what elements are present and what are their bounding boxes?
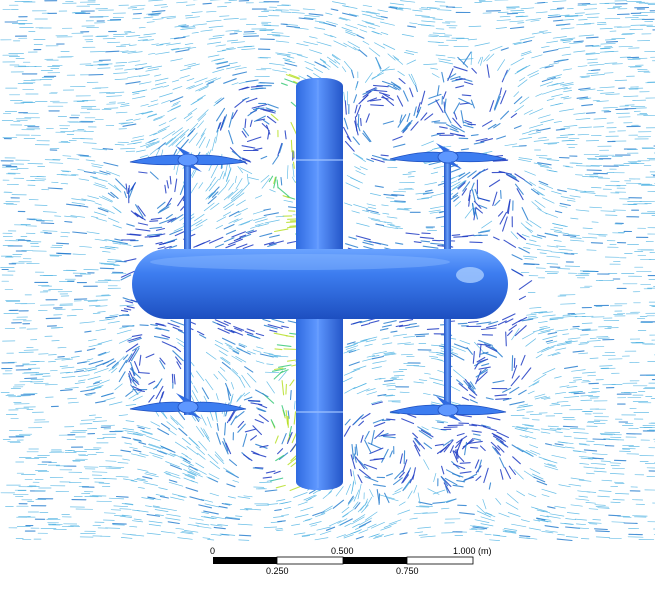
scale-label-0750: 0.750 [396,566,419,576]
hull-body [132,249,508,319]
thruster-propeller-front-bottom [129,393,247,419]
scale-label-0: 0 [210,546,216,556]
thruster-propeller-rear-bottom [389,396,507,422]
scale-label-0500: 0.500 [331,546,354,556]
scale-label-1000: 1.000 (m) [453,546,492,556]
thruster-propeller-front-top [129,146,247,172]
vehicle-model [129,78,508,490]
scale-label-0250: 0.250 [266,566,289,576]
thruster-propeller-rear-top [389,143,507,169]
scale-bar [213,556,474,565]
velocity-vector-field [0,0,655,542]
